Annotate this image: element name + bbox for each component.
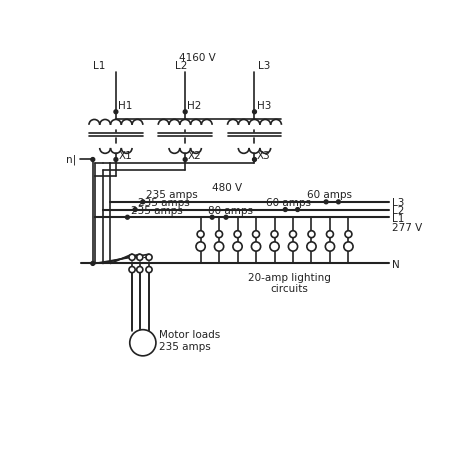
Circle shape xyxy=(125,215,129,219)
Text: H2: H2 xyxy=(187,101,202,111)
Circle shape xyxy=(133,207,137,212)
Text: 235 amps: 235 amps xyxy=(146,190,197,200)
Text: 235 amps: 235 amps xyxy=(138,198,190,208)
Circle shape xyxy=(251,242,260,251)
Circle shape xyxy=(91,261,95,266)
Circle shape xyxy=(129,254,135,261)
Circle shape xyxy=(183,110,187,114)
Circle shape xyxy=(114,158,117,162)
Text: L1: L1 xyxy=(92,61,105,71)
Circle shape xyxy=(91,158,95,162)
Circle shape xyxy=(183,158,187,162)
Circle shape xyxy=(269,242,278,251)
Text: 235 amps: 235 amps xyxy=(130,206,182,216)
Circle shape xyxy=(252,231,259,238)
Circle shape xyxy=(288,242,297,251)
Circle shape xyxy=(146,266,152,273)
Text: 60 amps: 60 amps xyxy=(265,198,310,208)
Text: L1: L1 xyxy=(391,214,404,224)
Text: 80 amps: 80 amps xyxy=(208,206,253,216)
Text: 4160 V: 4160 V xyxy=(179,53,215,63)
Text: H3: H3 xyxy=(256,101,271,111)
Circle shape xyxy=(130,330,156,356)
Circle shape xyxy=(223,215,228,219)
Circle shape xyxy=(326,231,333,238)
Circle shape xyxy=(129,266,135,273)
Circle shape xyxy=(136,254,142,261)
Text: X3: X3 xyxy=(256,151,270,161)
Text: L2: L2 xyxy=(391,206,404,216)
Circle shape xyxy=(197,231,203,238)
Circle shape xyxy=(252,110,256,114)
Text: N: N xyxy=(391,260,399,270)
Circle shape xyxy=(210,215,213,219)
Circle shape xyxy=(270,231,278,238)
Text: X2: X2 xyxy=(187,151,201,161)
Text: L2: L2 xyxy=(175,61,187,71)
Circle shape xyxy=(289,231,296,238)
Circle shape xyxy=(324,200,327,204)
Circle shape xyxy=(114,110,117,114)
Text: Motor loads
235 amps: Motor loads 235 amps xyxy=(159,330,220,352)
Circle shape xyxy=(146,254,152,261)
Circle shape xyxy=(344,231,351,238)
Text: 20-amp lighting
circuits: 20-amp lighting circuits xyxy=(247,273,330,294)
Text: 60 amps: 60 amps xyxy=(306,190,351,200)
Circle shape xyxy=(295,207,299,212)
Circle shape xyxy=(306,242,315,251)
Text: X1: X1 xyxy=(118,151,131,161)
Circle shape xyxy=(141,200,144,204)
Circle shape xyxy=(214,242,223,251)
Circle shape xyxy=(196,242,205,251)
Text: n|: n| xyxy=(66,154,76,165)
Text: L3: L3 xyxy=(391,198,404,208)
Text: L3: L3 xyxy=(257,61,269,71)
Text: 277 V: 277 V xyxy=(391,223,422,233)
Circle shape xyxy=(233,231,241,238)
Text: 480 V: 480 V xyxy=(212,183,242,193)
Circle shape xyxy=(233,242,242,251)
Circle shape xyxy=(343,242,352,251)
Circle shape xyxy=(307,231,314,238)
Text: H1: H1 xyxy=(118,101,132,111)
Circle shape xyxy=(324,242,334,251)
Circle shape xyxy=(336,200,339,204)
Circle shape xyxy=(215,231,222,238)
Circle shape xyxy=(283,207,287,212)
Circle shape xyxy=(136,266,142,273)
Circle shape xyxy=(252,158,256,162)
